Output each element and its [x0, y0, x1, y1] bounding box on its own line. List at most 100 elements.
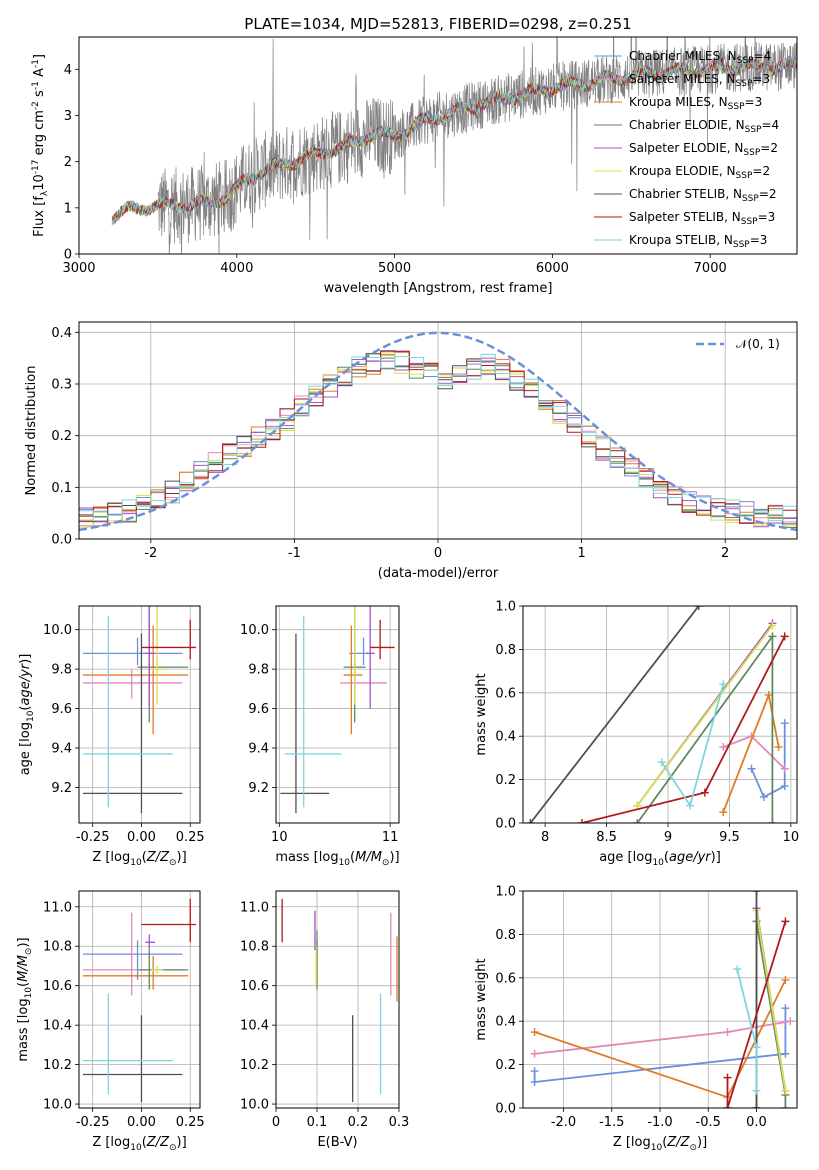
x-tick-label: 0 — [434, 546, 442, 561]
y-tick-label: 0 — [64, 248, 72, 263]
axes-frame — [522, 605, 798, 824]
y-tick-label: 9.2 — [248, 781, 269, 796]
legend-label: Salpeter ELODIE, NSSP=2 — [629, 141, 778, 158]
x-tick-label: 5000 — [378, 261, 411, 276]
x-tick-label: 4000 — [220, 261, 253, 276]
legend-label: 𝒩(0, 1) — [736, 337, 780, 351]
y-axis-label: age [log10​(age/yr)] — [18, 654, 36, 776]
y-tick-label: 0.8 — [495, 643, 516, 658]
panel-age_vs_mass: 10 11 9.2 9.4 9.6 9.8 10.0 mass [log10​(M/M⊙​)] — [240, 605, 400, 868]
x-tick-label: 0.25 — [176, 830, 205, 845]
y-tick-label: 0.4 — [51, 326, 72, 341]
weight-marker — [786, 1017, 795, 1026]
weight-marker — [781, 1086, 790, 1095]
weight-marker — [780, 719, 789, 728]
y-tick-label: 0.3 — [51, 378, 72, 393]
legend-label: Chabrier MILES, NSSP=4 — [629, 49, 771, 66]
x-tick-label: 10 — [271, 830, 288, 845]
weight-line — [722, 735, 786, 770]
y-axis-label: Flux [fλ​10-17​ erg cm-2​ s-1​ A-1​] — [31, 54, 50, 237]
y-tick-label: 2 — [64, 155, 72, 170]
weight-marker — [781, 975, 790, 984]
plot-area — [82, 606, 197, 814]
panel-spectrum: 3000 4000 5000 6000 7000 0 1 2 3 4 wavelength [Ang… — [31, 36, 798, 296]
y-tick-label: 0.6 — [495, 686, 516, 701]
y-tick-label: 10.6 — [240, 979, 269, 994]
x-tick-label: -1.0 — [647, 1115, 672, 1130]
y-tick-label: 1.0 — [495, 885, 516, 900]
axes-frame — [78, 36, 798, 255]
x-axis-label: E(B-V) — [317, 1135, 357, 1150]
legend-label: Salpeter STELIB, NSSP=3 — [629, 210, 775, 227]
legend-label: Salpeter MILES, NSSP=3 — [629, 72, 770, 89]
plot-area — [111, 37, 797, 254]
x-tick-label: 0.3 — [389, 1115, 410, 1130]
x-tick-label: 0.00 — [127, 830, 156, 845]
weight-marker — [759, 792, 768, 801]
weight-marker — [781, 1004, 790, 1013]
observed-spectrum — [157, 37, 797, 254]
x-tick-label: 10 — [783, 830, 800, 845]
weight-marker — [733, 965, 742, 974]
axes-frame — [78, 321, 798, 540]
weight-marker — [752, 1043, 761, 1052]
y-tick-label: 10.4 — [43, 1019, 72, 1034]
legend-label: Kroupa ELODIE, NSSP=2 — [629, 164, 770, 181]
x-tick-label: 7000 — [694, 261, 727, 276]
weight-marker — [719, 743, 728, 752]
weight-marker — [768, 819, 777, 823]
y-tick-label: 0.6 — [495, 971, 516, 986]
y-axis-label: mass weight — [474, 958, 489, 1040]
weight-marker — [768, 621, 777, 630]
y-tick-label: 4 — [64, 63, 72, 78]
weight-marker — [633, 819, 642, 823]
x-tick-label: 0 — [272, 1115, 280, 1130]
y-tick-label: 10.8 — [43, 940, 72, 955]
legend-label: Chabrier ELODIE, NSSP=4 — [629, 118, 779, 135]
plot-area — [530, 891, 795, 1108]
panel-age_vs_Z: -0.25 0.00 0.25 9.2 9.4 9.6 9.8 10.0 Z [log10​(Z… — [18, 605, 205, 868]
y-tick-label: 0.4 — [495, 730, 516, 745]
panel-weight_vs_age: 8 8.5 9 9.5 10 0.0 0.2 0.4 0.6 0.8 1.0 age [log10​(… — [474, 600, 799, 869]
weight-line — [755, 921, 787, 1108]
x-tick-label: 9.5 — [719, 830, 740, 845]
panel-mass_vs_Z: -0.25 0.00 0.25 10.0 10.2 10.4 10.6 10.8 11.0 Z [… — [16, 890, 205, 1153]
weight-marker — [752, 1086, 761, 1095]
y-tick-label: 9.2 — [51, 781, 72, 796]
y-tick-label: 10.8 — [240, 940, 269, 955]
x-tick-label: -0.5 — [696, 1115, 721, 1130]
x-tick-label: -2 — [144, 546, 157, 561]
x-tick-label: -1 — [288, 546, 301, 561]
weight-marker — [530, 1049, 539, 1058]
axes-frame — [275, 605, 400, 824]
weight-marker — [719, 680, 728, 689]
x-tick-label: -0.25 — [76, 830, 110, 845]
y-tick-label: 10.0 — [43, 1098, 72, 1113]
weight-marker — [530, 1028, 539, 1037]
x-axis-label: Z [log10​(Z/Z⊙​)] — [613, 1135, 707, 1153]
plot-area — [526, 606, 789, 823]
y-tick-label: 9.4 — [248, 742, 269, 757]
weight-line — [750, 723, 786, 799]
y-axis-label: mass [log10​(M/M⊙​)] — [16, 937, 34, 1061]
weight-marker — [577, 819, 586, 823]
residual-histogram — [79, 353, 797, 539]
x-tick-label: 0.1 — [307, 1115, 328, 1130]
weight-marker — [686, 801, 695, 810]
y-tick-label: 9.4 — [51, 742, 72, 757]
legend-label: Chabrier STELIB, NSSP=2 — [629, 187, 777, 204]
weight-marker — [723, 1073, 732, 1082]
x-tick-label: 8.5 — [596, 830, 617, 845]
y-tick-label: 0.2 — [495, 1058, 516, 1073]
y-tick-label: 0.0 — [495, 817, 516, 832]
x-tick-label: 6000 — [536, 261, 569, 276]
weight-marker — [723, 1104, 732, 1108]
weight-marker — [781, 1049, 790, 1058]
panel-mass_vs_ebv: 0 0.1 0.2 0.3 10.0 10.2 10.4 10.6 10.8 11.0 E(B-V) — [240, 890, 410, 1150]
weight-marker — [530, 1067, 539, 1076]
axes-frame — [78, 890, 201, 1109]
plot-area — [82, 898, 197, 1103]
x-axis-label: Z [log10​(Z/Z⊙​)] — [92, 1135, 186, 1153]
weight-marker — [768, 632, 777, 641]
